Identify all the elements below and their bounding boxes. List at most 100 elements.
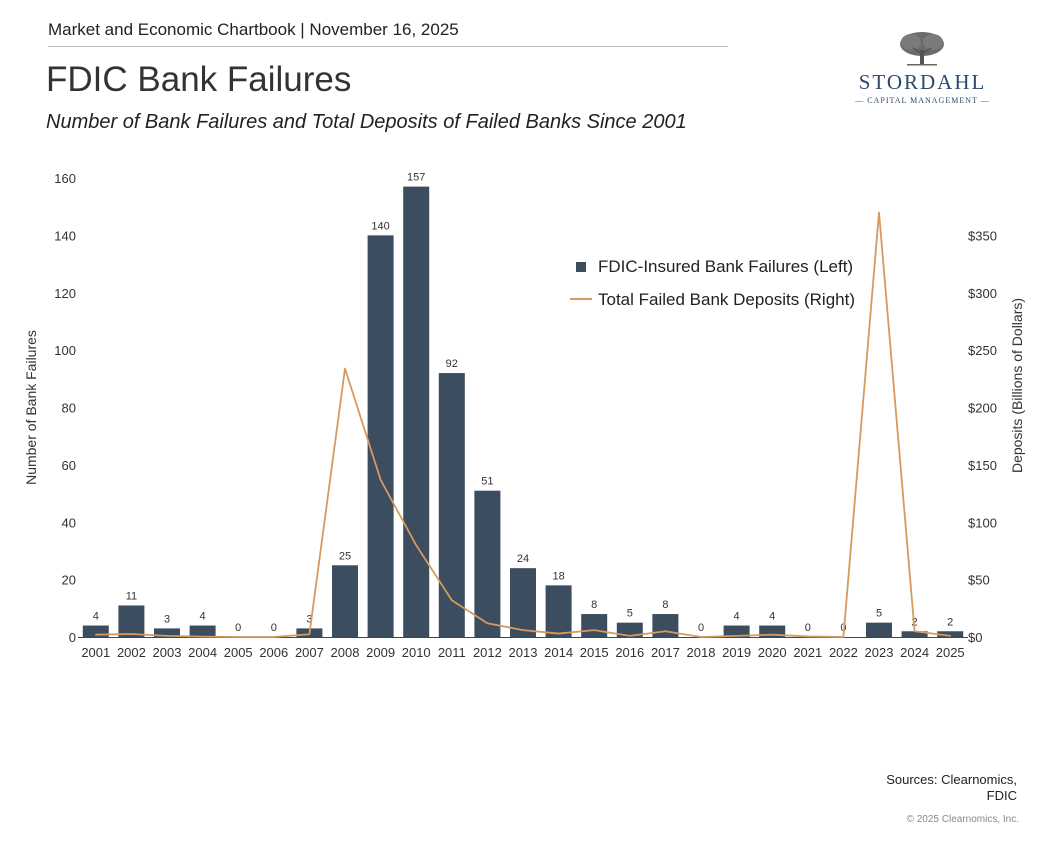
x-tick-label-2024: 2024 (900, 645, 929, 660)
x-tick-label-2021: 2021 (793, 645, 822, 660)
x-tick-label-2022: 2022 (829, 645, 858, 660)
bar-label-2025: 2 (947, 616, 953, 628)
y-left-tick-label: 160 (54, 171, 76, 186)
x-tick-label-2018: 2018 (687, 645, 716, 660)
y-left-tick-label: 60 (62, 458, 76, 473)
deposit-point-2001 (95, 633, 97, 636)
bar-2020 (759, 625, 786, 637)
y-left-tick-label: 100 (54, 343, 76, 358)
bar-label-2018: 0 (698, 622, 704, 634)
deposit-point-2011 (451, 599, 453, 602)
bar-label-2003: 3 (164, 613, 170, 625)
bar-label-2007: 3 (306, 613, 312, 625)
deposit-point-2009 (379, 478, 382, 481)
x-tick-label-2016: 2016 (615, 645, 644, 660)
deposit-point-2019 (735, 635, 738, 637)
x-tick-label-2002: 2002 (117, 645, 146, 660)
deposit-point-2022 (842, 636, 845, 638)
y-right-tick-label: $0 (968, 630, 982, 645)
bar-label-2008: 25 (339, 550, 351, 562)
deposit-point-2016 (629, 635, 631, 637)
deposit-point-2010 (415, 544, 418, 546)
bar-label-2011: 92 (446, 358, 458, 370)
bar-label-2006: 0 (271, 622, 277, 634)
y-right-axis-title: Deposits (Billions of Dollars) (1009, 298, 1025, 473)
logo-tagline: — CAPITAL MANAGEMENT — (855, 96, 990, 105)
bar-label-2001: 4 (93, 611, 99, 623)
page-subtitle: Number of Bank Failures and Total Deposi… (46, 111, 687, 133)
y-right-tick-label: $100 (968, 515, 997, 530)
deposit-point-2025 (949, 635, 951, 637)
x-tick-label-2007: 2007 (295, 645, 324, 660)
x-tick-label-2013: 2013 (509, 645, 538, 660)
x-tick-label-2023: 2023 (865, 645, 894, 660)
y-left-tick-label: 40 (62, 515, 76, 530)
bar-label-2009: 140 (371, 220, 389, 232)
x-tick-label-2003: 2003 (153, 645, 182, 660)
copyright: © 2025 Clearnomics, Inc. (906, 814, 1019, 825)
y-right-tick-label: $200 (968, 401, 997, 416)
x-tick-label-2009: 2009 (366, 645, 395, 660)
y-left-axis-title: Number of Bank Failures (23, 330, 39, 485)
page-title: FDIC Bank Failures (46, 60, 352, 99)
bar-2004 (189, 625, 216, 637)
deposit-point-2015 (593, 629, 595, 631)
x-tick-label-2017: 2017 (651, 645, 680, 660)
logo-name: STORDAHL (858, 70, 987, 94)
bar-2009 (367, 235, 394, 637)
chartbook-header: Market and Economic Chartbook | November… (48, 20, 459, 39)
sources-line-2: FDIC (986, 788, 1017, 803)
legend-bar-label: FDIC-Insured Bank Failures (Left) (598, 257, 853, 276)
x-tick-label-2001: 2001 (81, 645, 110, 660)
deposit-point-2012 (486, 622, 489, 625)
deposit-point-2020 (771, 633, 773, 636)
y-right-tick-label: $300 (968, 286, 997, 301)
y-left-tick-label: 120 (54, 286, 76, 301)
y-left-tick-label: 140 (54, 228, 76, 243)
bar-2008 (332, 565, 358, 637)
bar-label-2013: 24 (517, 553, 529, 565)
bar-label-2023: 5 (876, 608, 882, 620)
bank-failures-chart: 020406080100120140160$0$50$100$150$200$2… (23, 171, 1025, 660)
bar-2012 (474, 490, 501, 637)
bar-label-2019: 4 (734, 611, 740, 623)
deposit-point-2024 (913, 630, 916, 633)
deposit-point-2006 (273, 636, 275, 638)
bar-label-2021: 0 (805, 622, 811, 634)
bar-2011 (438, 373, 465, 637)
x-tick-label-2006: 2006 (259, 645, 288, 660)
bar-2014 (545, 585, 572, 637)
bar-2023 (866, 622, 892, 637)
bar-label-2002: 11 (126, 590, 137, 602)
deposit-point-2005 (237, 636, 239, 638)
y-left-tick-label: 80 (62, 401, 76, 416)
y-left-tick-label: 20 (62, 573, 76, 588)
deposit-point-2018 (700, 636, 702, 638)
bar-2001 (82, 625, 109, 637)
x-tick-label-2010: 2010 (402, 645, 431, 660)
x-tick-label-2020: 2020 (758, 645, 787, 660)
bar-2016 (616, 622, 643, 637)
deposit-point-2013 (522, 629, 524, 631)
bar-2019 (723, 625, 750, 637)
sources-note: Sources: Clearnomics, FDIC (886, 772, 1017, 804)
deposit-point-2017 (664, 630, 667, 633)
x-tick-label-2012: 2012 (473, 645, 502, 660)
legend-bar-swatch (576, 262, 586, 272)
x-tick-label-2004: 2004 (188, 645, 217, 660)
bar-2010 (403, 186, 430, 637)
bar-2013 (510, 568, 536, 637)
bar-2002 (118, 605, 145, 637)
bar-2015 (581, 614, 608, 637)
company-logo: STORDAHL — CAPITAL MANAGEMENT — (840, 30, 1005, 110)
y-left-tick-label: 0 (69, 630, 76, 645)
sources-line-1: Sources: Clearnomics, (886, 772, 1017, 787)
x-tick-label-2019: 2019 (722, 645, 751, 660)
y-right-tick-label: $250 (968, 343, 997, 358)
bar-label-2016: 5 (627, 608, 633, 620)
bar-2025 (937, 631, 964, 637)
deposit-point-2003 (166, 635, 168, 637)
bar-label-2012: 51 (481, 476, 493, 488)
deposit-point-2021 (807, 635, 809, 638)
bar-label-2014: 18 (552, 570, 564, 582)
